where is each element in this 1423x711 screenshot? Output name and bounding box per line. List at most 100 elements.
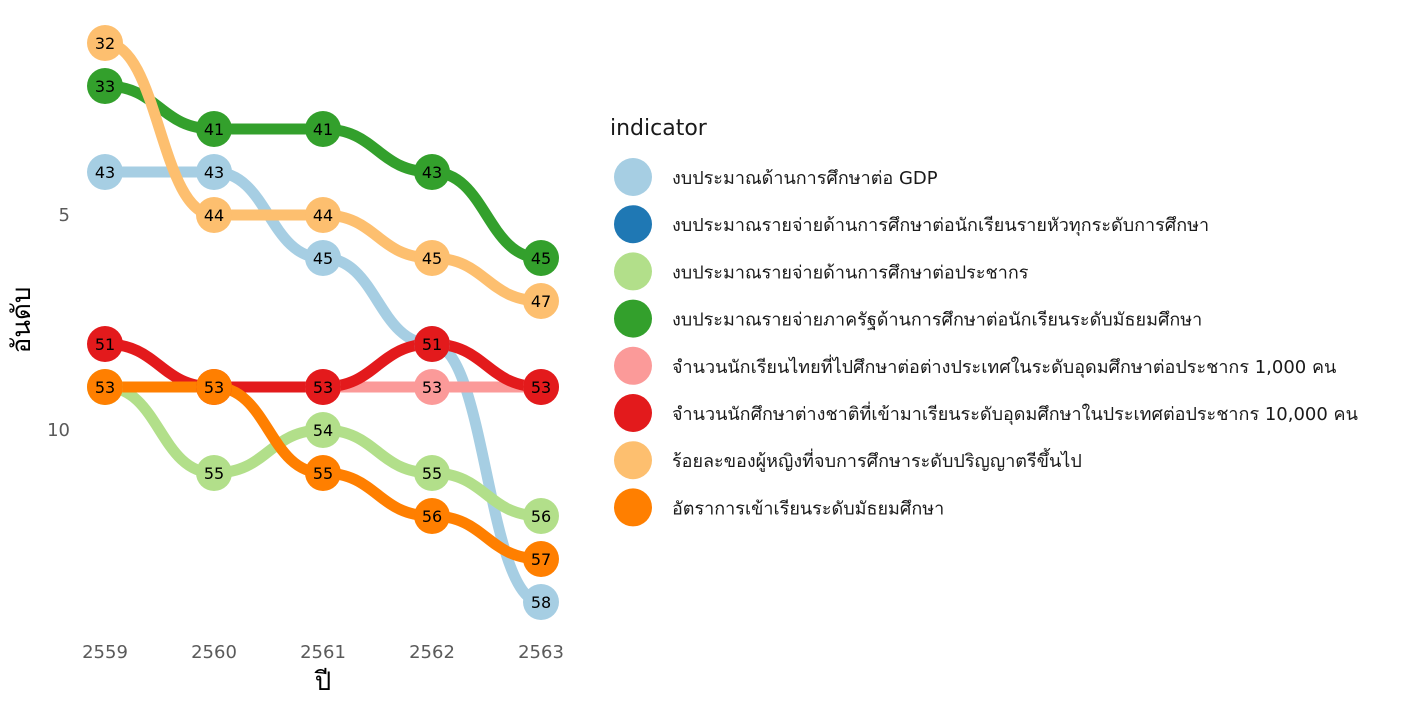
series-line-2 [99, 381, 220, 479]
legend-swatch [614, 488, 652, 527]
data-label: 45 [313, 249, 333, 268]
x-axis-ticks: 2559 2560 2561 2562 2563 [82, 642, 564, 663]
data-point: 41 [196, 111, 232, 147]
data-label: 43 [204, 163, 224, 182]
data-point-marker [196, 154, 232, 190]
data-point: 47 [523, 283, 559, 319]
legend-label: จำนวนนักศึกษาต่างชาติที่เข้ามาเรียนระดับ… [672, 401, 1358, 425]
data-point-marker [414, 498, 450, 534]
data-point-marker [196, 369, 232, 405]
data-label: 51 [422, 335, 442, 354]
legend-item: งบประมาณด้านการศึกษาต่อ GDP [614, 158, 938, 196]
data-point: 53 [87, 369, 123, 405]
data-point-marker [87, 68, 123, 104]
data-point: 33 [87, 68, 123, 104]
data-point: 51 [87, 326, 123, 362]
series-nodes: 43 43 45 51 58 53 55 54 55 56 33 41 41 43 45 53 53 53 51 53… [87, 25, 559, 620]
legend: indicator งบประมาณด้านการศึกษาต่อ GDP งบป… [610, 116, 1358, 527]
legend-swatch [614, 205, 652, 244]
data-label: 58 [531, 593, 551, 612]
data-point: 43 [87, 154, 123, 190]
data-point: 53 [523, 369, 559, 405]
data-label: 55 [422, 464, 442, 483]
data-point: 44 [196, 197, 232, 233]
data-point: 45 [305, 240, 341, 276]
data-label: 53 [204, 378, 224, 397]
data-point: 53 [305, 369, 341, 405]
legend-swatch [614, 252, 652, 291]
data-point: 55 [305, 455, 341, 491]
data-point-marker [523, 240, 559, 276]
data-point: 43 [196, 154, 232, 190]
legend-item: จำนวนนักศึกษาต่างชาติที่เข้ามาเรียนระดับ… [614, 394, 1358, 432]
data-point-marker [305, 412, 341, 448]
legend-label: งบประมาณด้านการศึกษาต่อ GDP [672, 168, 938, 189]
data-label: 41 [204, 120, 224, 139]
data-label: 44 [204, 206, 224, 225]
y-tick-label: 5 [59, 205, 70, 226]
data-label: 56 [422, 507, 442, 526]
x-tick-label: 2560 [191, 642, 237, 663]
data-point: 43 [414, 154, 450, 190]
data-point-marker [305, 240, 341, 276]
data-point: 55 [196, 455, 232, 491]
data-point: 56 [414, 498, 450, 534]
data-label: 53 [422, 378, 442, 397]
series-line-6 [99, 37, 220, 221]
data-point: 53 [196, 369, 232, 405]
data-label: 55 [204, 464, 224, 483]
legend-item: อัตราการเข้าเรียนระดับมัธยมศึกษา [614, 488, 944, 527]
data-point-marker [87, 326, 123, 362]
x-axis-title: ปี [314, 667, 332, 697]
legend-label: งบประมาณรายจ่ายด้านการศึกษาต่อนักเรียนรา… [672, 215, 1209, 236]
x-tick-label: 2562 [409, 642, 455, 663]
data-point-marker [523, 541, 559, 577]
x-tick-label: 2559 [82, 642, 128, 663]
data-point-marker [414, 240, 450, 276]
data-point-marker [523, 584, 559, 620]
data-point: 58 [523, 584, 559, 620]
data-point-marker [305, 111, 341, 147]
data-point: 41 [305, 111, 341, 147]
data-label: 53 [313, 378, 333, 397]
legend-item: งบประมาณรายจ่ายด้านการศึกษาต่อนักเรียนรา… [614, 205, 1209, 244]
data-label: 32 [95, 34, 115, 53]
data-label: 44 [313, 206, 333, 225]
legend-label: งบประมาณรายจ่ายภาครัฐด้านการศึกษาต่อนักเ… [672, 310, 1202, 331]
legend-swatch [614, 158, 652, 196]
data-label: 56 [531, 507, 551, 526]
data-label: 45 [422, 249, 442, 268]
data-point-marker [196, 455, 232, 491]
data-label: 43 [95, 163, 115, 182]
data-point-marker [305, 455, 341, 491]
data-label: 55 [313, 464, 333, 483]
data-point-marker [523, 498, 559, 534]
legend-label: อัตราการเข้าเรียนระดับมัธยมศึกษา [672, 498, 944, 519]
data-point-marker [87, 25, 123, 61]
legend-swatch [614, 299, 652, 338]
data-point-marker [87, 369, 123, 405]
y-axis-title: อันดับ [7, 287, 37, 354]
series-line-0 [426, 338, 547, 608]
legend-label: จำนวนนักเรียนไทยที่ไปศึกษาต่อต่างประเทศใ… [672, 354, 1336, 378]
x-tick-label: 2563 [518, 642, 564, 663]
data-point-marker [196, 197, 232, 233]
data-point-marker [523, 369, 559, 405]
data-point-marker [414, 154, 450, 190]
data-label: 51 [95, 335, 115, 354]
legend-label: ร้อยละของผู้หญิงที่จบการศึกษาระดับปริญญา… [672, 448, 1082, 472]
data-point-marker [414, 455, 450, 491]
legend-swatch [614, 441, 652, 480]
data-point-marker [87, 154, 123, 190]
data-point: 44 [305, 197, 341, 233]
data-label: 53 [95, 378, 115, 397]
data-label: 53 [531, 378, 551, 397]
x-tick-label: 2561 [300, 642, 346, 663]
data-point: 51 [414, 326, 450, 362]
legend-label: งบประมาณรายจ่ายด้านการศึกษาต่อประชากร [672, 262, 1029, 283]
data-label: 45 [531, 249, 551, 268]
data-point: 56 [523, 498, 559, 534]
y-axis-ticks: 5 10 [47, 205, 70, 441]
legend-swatch [614, 394, 652, 432]
